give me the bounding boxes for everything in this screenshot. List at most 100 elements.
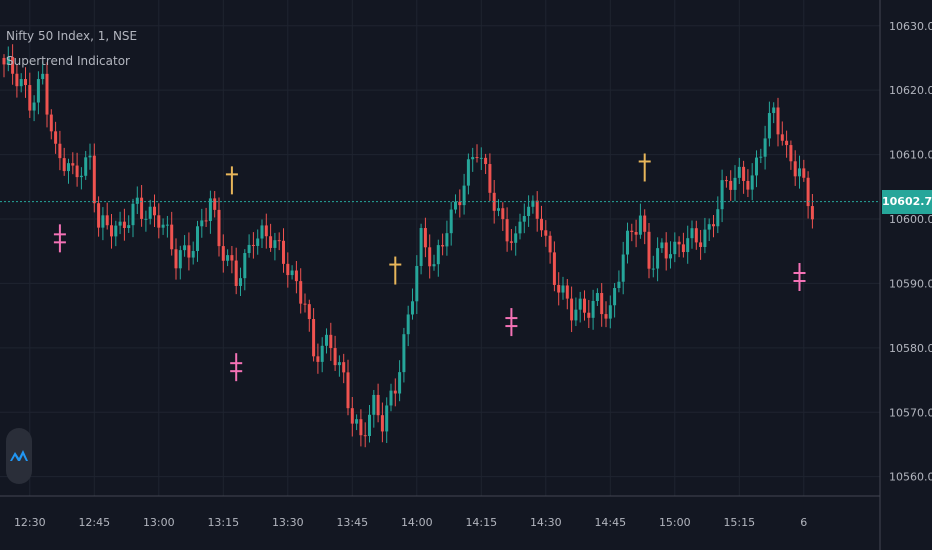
candle-body — [544, 230, 548, 236]
candle-body — [776, 107, 780, 135]
candle-body — [660, 242, 664, 249]
candle-body — [256, 238, 260, 246]
candle-body — [71, 163, 75, 166]
candle-body — [780, 134, 784, 141]
candle-body — [402, 334, 406, 373]
candle-body — [372, 394, 376, 415]
candle-body — [174, 249, 178, 269]
candle-body — [320, 345, 324, 362]
y-tick-label: 10560.00 — [889, 471, 932, 484]
candle-body — [669, 254, 672, 259]
candle-body — [587, 312, 591, 318]
candle-body — [583, 298, 586, 313]
candle-body — [488, 164, 492, 193]
y-tick-label: 10600.00 — [889, 213, 932, 226]
candle-body — [6, 57, 10, 65]
candle-body — [617, 281, 621, 289]
candle-body — [656, 248, 660, 269]
candle-body — [793, 161, 797, 177]
candle-body — [647, 231, 651, 269]
candle-body — [282, 240, 285, 264]
candle-body — [604, 314, 608, 319]
candle-body — [595, 293, 599, 301]
candle-body — [196, 226, 199, 252]
candle-body — [561, 285, 565, 293]
candle-body — [170, 224, 174, 250]
candle-body — [221, 246, 225, 261]
candle-body — [208, 198, 212, 221]
candle-body — [213, 198, 217, 210]
candle-body — [565, 285, 569, 299]
candle-body — [118, 221, 122, 226]
candle-body — [260, 225, 264, 239]
supertrend-markers — [53, 153, 806, 382]
candle-body — [299, 281, 303, 304]
candle-body — [183, 245, 187, 251]
candle-body — [127, 225, 131, 228]
candle-body — [677, 241, 681, 245]
candle-body — [19, 79, 23, 87]
candle-body — [110, 225, 113, 237]
candle-body — [385, 405, 389, 432]
candle-body — [509, 241, 513, 243]
x-tick-label: 14:15 — [465, 516, 497, 529]
candle-body — [329, 334, 333, 349]
candle-body — [535, 200, 539, 219]
candle-body — [105, 215, 109, 226]
candle-body — [75, 165, 79, 178]
candle-body — [380, 415, 384, 432]
candle-body — [428, 247, 432, 267]
candle-body — [767, 113, 771, 139]
time-axis[interactable]: 12:30 12:45 13:00 13:15 13:30 13:45 14:00 14:15… — [14, 516, 807, 529]
candle-body — [316, 356, 320, 362]
y-tick-label: 10610.00 — [889, 149, 932, 162]
candle-body — [239, 278, 242, 286]
candle-body — [15, 73, 19, 87]
candle-body — [445, 233, 449, 247]
candle-body — [140, 197, 144, 219]
candle-body — [531, 200, 535, 207]
chart-legend: Nifty 50 Index, 1, NSE Supertrend Indica… — [6, 24, 137, 74]
candle-body — [398, 372, 402, 394]
tradingview-logo[interactable] — [6, 428, 32, 484]
candle-body — [475, 157, 479, 159]
candle-body — [454, 201, 457, 210]
candle-body — [458, 201, 462, 206]
candle-body — [514, 233, 518, 243]
candle-body — [643, 215, 647, 232]
candle-body — [552, 252, 556, 285]
price-axis[interactable]: 10560.00 10570.00 10580.00 10590.00 10600.00… — [889, 20, 932, 484]
x-tick-label: 14:30 — [530, 516, 562, 529]
candle-body — [217, 209, 221, 247]
candle-body — [527, 206, 531, 217]
candle-body — [165, 224, 169, 226]
candle-body — [703, 229, 707, 247]
candle-body — [686, 238, 690, 253]
candle-body — [269, 236, 273, 248]
candle-body — [798, 168, 801, 177]
candle-body — [724, 180, 728, 182]
candle-body — [548, 235, 552, 253]
candle-body — [24, 79, 27, 86]
candle-body — [114, 225, 118, 237]
candle-body — [497, 208, 500, 211]
candle-body — [290, 270, 294, 276]
candle-body — [368, 414, 371, 437]
candle-body — [600, 293, 604, 315]
indicator-title[interactable]: Supertrend Indicator — [6, 54, 130, 68]
candle-body — [613, 288, 617, 306]
y-tick-label: 10630.00 — [889, 20, 932, 33]
candle-body — [462, 185, 466, 206]
candle-body — [419, 228, 423, 266]
candle-body — [88, 155, 92, 158]
candle-body — [264, 225, 268, 237]
candle-body — [45, 73, 49, 115]
candle-body — [557, 284, 561, 293]
symbol-title[interactable]: Nifty 50 Index, 1, NSE — [6, 29, 138, 43]
x-tick-label: 13:15 — [207, 516, 239, 529]
candle-body — [621, 254, 625, 282]
candle-body — [2, 57, 6, 65]
candle-body — [243, 253, 247, 279]
candle-body — [505, 219, 509, 242]
